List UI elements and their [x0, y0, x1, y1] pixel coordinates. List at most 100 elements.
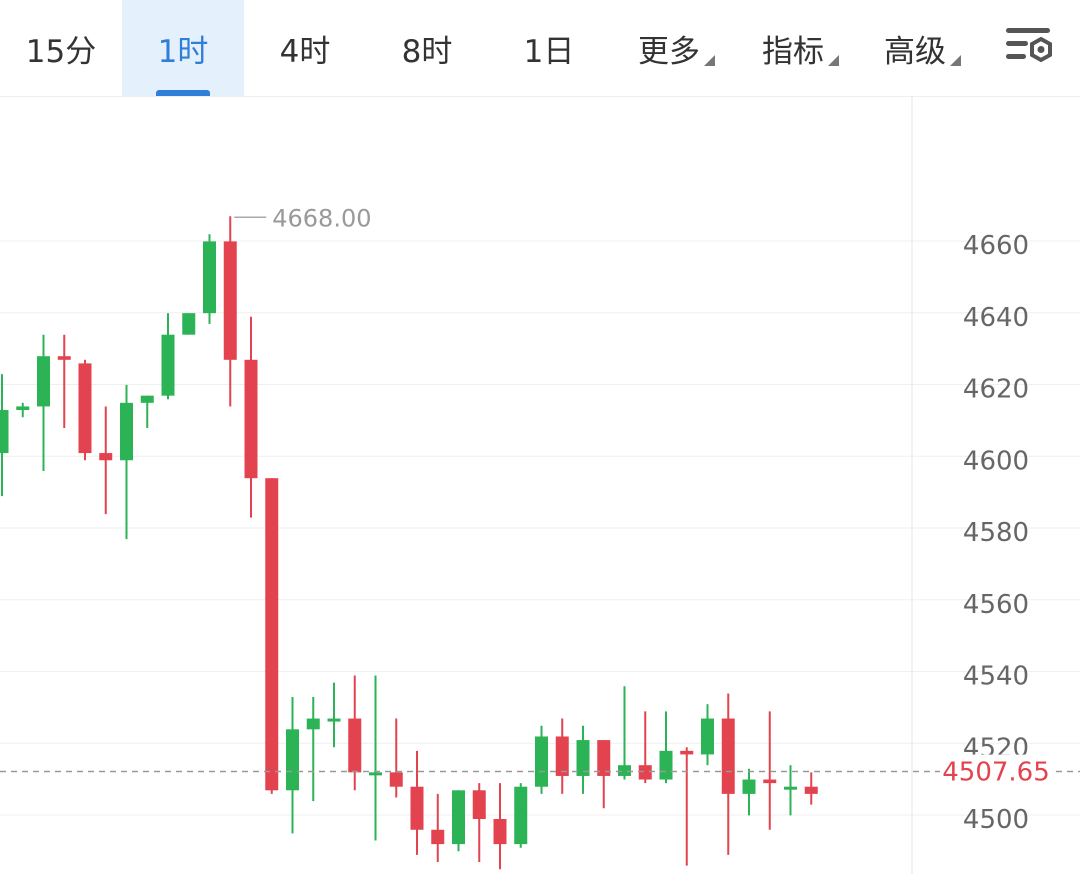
candle-body: [535, 736, 548, 787]
candle: [659, 711, 673, 784]
candle: [120, 384, 133, 540]
candle-body: [99, 453, 113, 461]
candle-body: [576, 740, 590, 776]
candle: [57, 334, 71, 428]
candle-body: [701, 718, 714, 755]
candle: [389, 718, 403, 798]
candle-body: [37, 356, 50, 407]
menu-label: 指标: [762, 33, 824, 70]
tab-1hour[interactable]: 1时: [122, 0, 244, 96]
tab-15min[interactable]: 15分: [0, 0, 122, 96]
candle: [431, 793, 445, 863]
candle-body: [514, 786, 528, 845]
candle: [306, 697, 320, 802]
dropdown-triangle-icon: [704, 54, 715, 66]
chart-settings-icon[interactable]: [1000, 22, 1058, 70]
candle: [99, 406, 113, 515]
candle: [327, 682, 341, 748]
price-tick-label: 4600: [963, 446, 1029, 476]
candle-body: [16, 406, 30, 411]
candle-body: [389, 772, 403, 787]
candle: [37, 334, 50, 472]
candle: [576, 725, 590, 794]
price-tick-label: 4660: [963, 231, 1029, 261]
candle-body: [182, 313, 196, 335]
advanced-menu[interactable]: 高级: [884, 0, 961, 96]
current-price-tag: [940, 754, 1052, 789]
candle-body: [265, 478, 279, 791]
candle: [618, 686, 631, 780]
tab-label: 8时: [401, 33, 453, 70]
dropdown-triangle-icon: [950, 54, 961, 66]
candle: [0, 374, 9, 497]
candle-body: [659, 750, 673, 780]
tab-label: 1日: [523, 33, 575, 70]
candle: [701, 704, 714, 766]
candle: [78, 359, 92, 461]
candle: [493, 783, 507, 870]
candle-body: [120, 402, 133, 461]
candle: [597, 740, 611, 809]
candle-body: [555, 736, 569, 776]
candle: [742, 768, 756, 816]
high-marker-label: 4668.00: [272, 204, 371, 232]
candle: [763, 711, 777, 830]
candle-body: [286, 729, 299, 791]
candle-body: [410, 786, 424, 830]
current-price-label: 4507.65: [942, 758, 1050, 788]
candle-body: [472, 790, 486, 819]
price-tick-label: 4640: [963, 303, 1029, 333]
candle: [223, 216, 237, 407]
candle-body: [57, 356, 71, 360]
tab-4hour[interactable]: 4时: [244, 0, 366, 96]
candle-body: [161, 334, 175, 396]
candle-body: [493, 819, 507, 845]
candle-body: [244, 359, 258, 479]
candle: [265, 478, 279, 794]
candle-body: [742, 779, 756, 794]
candle: [784, 765, 797, 816]
candle-body: [784, 786, 797, 790]
candle-body: [680, 750, 694, 755]
candle: [804, 772, 818, 805]
candle: [182, 313, 196, 335]
candles: [0, 216, 818, 870]
tab-label: 15分: [25, 33, 97, 70]
candle-body: [140, 395, 154, 403]
indicators-menu[interactable]: 指标: [762, 0, 839, 96]
candle-body: [721, 718, 735, 794]
candle: [452, 790, 465, 852]
candle-body: [327, 718, 341, 722]
candle: [348, 675, 362, 791]
timeframe-toolbar: 15分 1时 4时 8时 1日 更多 指标 高级: [0, 0, 1080, 97]
grid-lines: [0, 240, 1080, 816]
candle-body: [638, 765, 652, 780]
active-tab-indicator: [156, 90, 210, 96]
candle: [16, 402, 30, 418]
candle-body: [597, 740, 611, 776]
candle-body: [203, 241, 216, 314]
menu-label: 高级: [884, 33, 946, 70]
candle-body: [804, 786, 818, 794]
candle: [514, 783, 528, 848]
tab-label: 1时: [157, 33, 209, 70]
candle: [203, 234, 216, 324]
candle-body: [763, 779, 777, 784]
dropdown-triangle-icon: [828, 54, 839, 66]
candle-body: [452, 790, 465, 845]
price-tick-label: 4580: [963, 518, 1029, 548]
menu-label: 更多: [638, 33, 700, 70]
tab-1day[interactable]: 1日: [488, 0, 610, 96]
candle: [286, 697, 299, 834]
tab-8hour[interactable]: 8时: [366, 0, 488, 96]
candle: [369, 675, 382, 841]
candle: [161, 313, 175, 400]
candle: [410, 750, 424, 855]
candle-body: [369, 772, 382, 776]
candle: [638, 711, 652, 784]
candle: [472, 783, 486, 863]
more-menu[interactable]: 更多: [638, 0, 715, 96]
candle: [721, 693, 735, 855]
